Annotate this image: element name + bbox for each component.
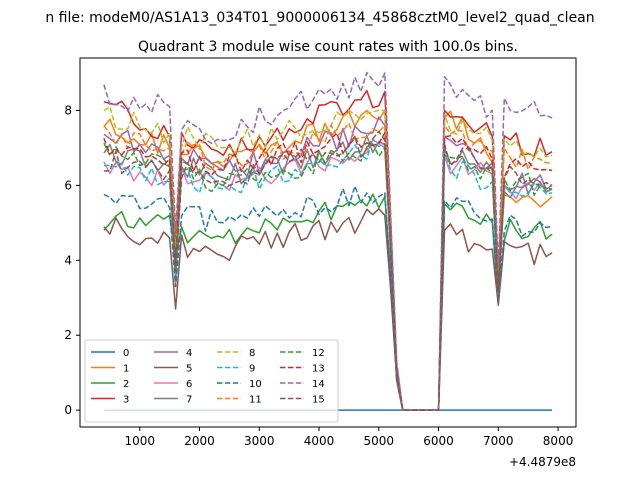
legend-label-14: 14 bbox=[312, 379, 325, 390]
y-tick-label: 8 bbox=[64, 103, 72, 117]
legend-label-8: 8 bbox=[249, 348, 255, 359]
legend-box bbox=[84, 339, 339, 423]
series-line-9 bbox=[103, 137, 553, 411]
series-line-14 bbox=[103, 71, 553, 411]
legend-label-3: 3 bbox=[123, 395, 129, 406]
y-tick-label: 4 bbox=[64, 253, 72, 267]
legend-label-13: 13 bbox=[312, 364, 325, 375]
x-tick-label: 7000 bbox=[483, 434, 514, 448]
series-layer bbox=[103, 71, 553, 411]
legend-label-7: 7 bbox=[186, 395, 192, 406]
y-tick-label: 0 bbox=[64, 403, 72, 417]
y-axis: 0 2 4 6 8 bbox=[64, 103, 80, 417]
x-tick-label: 3000 bbox=[244, 434, 275, 448]
x-tick-label: 2000 bbox=[184, 434, 215, 448]
x-axis: 1000 2000 3000 4000 5000 6000 7000 8000 bbox=[124, 427, 573, 448]
x-tick-label: 5000 bbox=[364, 434, 395, 448]
legend-label-2: 2 bbox=[123, 379, 129, 390]
series-line-5 bbox=[103, 207, 553, 411]
legend-label-5: 5 bbox=[186, 364, 192, 375]
figure-suptitle: n file: modeM0/AS1A13_034T01_9000006134_… bbox=[45, 10, 594, 26]
legend-label-15: 15 bbox=[312, 395, 325, 406]
x-tick-label: 6000 bbox=[423, 434, 454, 448]
plot-frame bbox=[79, 57, 577, 428]
legend-label-10: 10 bbox=[249, 379, 262, 390]
legend-label-1: 1 bbox=[123, 364, 129, 375]
x-tick-label: 1000 bbox=[124, 434, 155, 448]
legend-label-12: 12 bbox=[312, 348, 325, 359]
x-tick-label: 4000 bbox=[304, 434, 335, 448]
legend-label-0: 0 bbox=[123, 348, 129, 359]
legend-label-4: 4 bbox=[186, 348, 192, 359]
series-line-10 bbox=[103, 185, 553, 411]
series-line-13 bbox=[103, 132, 553, 411]
x-tick-label: 8000 bbox=[543, 434, 574, 448]
chart-title: Quadrant 3 module wise count rates with … bbox=[138, 39, 518, 55]
series-line-2 bbox=[103, 193, 553, 411]
legend-label-9: 9 bbox=[249, 364, 255, 375]
legend-label-11: 11 bbox=[249, 395, 262, 406]
series-line-15 bbox=[103, 130, 553, 411]
legend-label-6: 6 bbox=[186, 379, 192, 390]
series-line-12 bbox=[103, 142, 553, 411]
x-offset-label: +4.4879e8 bbox=[509, 455, 576, 469]
y-tick-label: 2 bbox=[64, 328, 72, 342]
y-tick-label: 6 bbox=[64, 178, 72, 192]
